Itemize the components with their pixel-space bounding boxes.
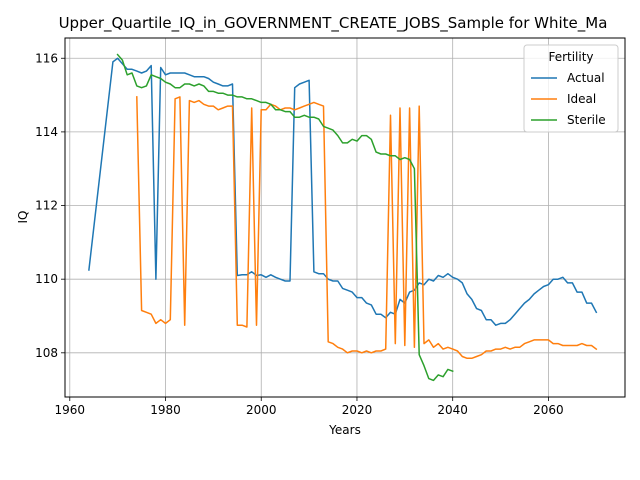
legend-label-ideal: Ideal	[567, 92, 596, 106]
legend-items: Actual Ideal Sterile	[531, 71, 606, 127]
y-tick-label: 108	[35, 346, 58, 360]
legend-box	[523, 44, 619, 133]
y-axis-ticks: 108 110 112 114 116	[35, 51, 65, 360]
x-tick-label: 2060	[533, 403, 564, 417]
x-tick-label: 2000	[246, 403, 277, 417]
y-tick-label: 112	[35, 199, 58, 213]
x-tick-label: 1980	[150, 403, 181, 417]
x-axis-label: Years	[328, 423, 361, 437]
y-tick-label: 114	[35, 125, 58, 139]
plot-frame	[64, 37, 626, 398]
series-line-ideal	[136, 96, 598, 360]
legend: Fertility Actual Ideal Sterile	[523, 44, 619, 133]
series-line-sterile	[116, 53, 454, 382]
y-tick-label: 110	[35, 272, 58, 286]
plot-lines	[88, 53, 598, 382]
x-tick-label: 2040	[437, 403, 468, 417]
x-axis-ticks: 1960 1980 2000 2020 2040 2060	[55, 397, 564, 417]
y-axis-label: IQ	[16, 211, 30, 224]
legend-title: Fertility	[548, 50, 593, 64]
legend-label-sterile: Sterile	[567, 113, 606, 127]
legend-label-actual: Actual	[567, 71, 605, 85]
series-line-actual	[88, 57, 598, 326]
y-tick-label: 116	[35, 51, 58, 65]
chart-title: Upper_Quartile_IQ_in_GOVERNMENT_CREATE_J…	[59, 14, 608, 33]
x-tick-label: 1960	[55, 403, 86, 417]
x-tick-label: 2020	[342, 403, 373, 417]
